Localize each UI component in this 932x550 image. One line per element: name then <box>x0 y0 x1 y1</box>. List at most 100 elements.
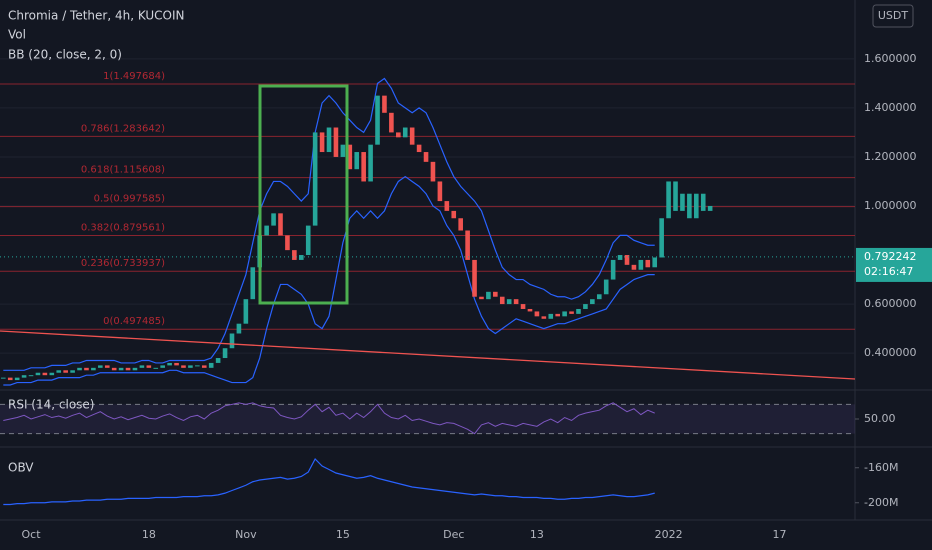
candle <box>638 259 644 270</box>
countdown-label: 02:16:47 <box>864 265 913 278</box>
candle <box>264 225 269 236</box>
candle <box>42 372 48 376</box>
candle <box>70 370 75 373</box>
candle <box>409 127 415 145</box>
candle <box>84 367 89 371</box>
currency-label[interactable]: USDT <box>878 9 909 22</box>
main-layer <box>0 77 855 506</box>
candle <box>610 259 616 280</box>
candle <box>562 311 567 317</box>
y-tick-label: 0.400000 <box>864 346 917 359</box>
projection-candle <box>707 205 713 211</box>
candle <box>569 311 574 314</box>
fib-label: 0.382(0.879561) <box>81 223 165 234</box>
y-tick-label: 1.600000 <box>864 52 917 65</box>
candle <box>195 365 200 367</box>
candle <box>576 308 581 314</box>
rsi-title: RSI (14, close) <box>8 398 94 412</box>
candle <box>451 210 457 219</box>
bb-upper <box>3 77 655 371</box>
candle <box>201 365 207 368</box>
candle <box>430 161 436 182</box>
candle <box>326 127 332 153</box>
candle <box>222 348 228 359</box>
y-tick-label: 1.400000 <box>864 101 917 114</box>
fib-label: 0.618(1.115608) <box>81 165 165 176</box>
candle <box>645 259 651 268</box>
projection-candle <box>700 193 706 211</box>
candle <box>153 367 159 369</box>
candle <box>590 299 595 305</box>
candle <box>271 213 276 226</box>
candle <box>236 323 242 334</box>
candle <box>167 362 172 366</box>
obv-line <box>3 457 655 506</box>
candle <box>583 304 588 309</box>
fib-label: 0.786(1.283642) <box>81 123 165 134</box>
candle <box>174 362 179 366</box>
candle <box>361 152 366 182</box>
projection-candle <box>652 257 658 259</box>
candle <box>188 365 193 368</box>
rsi-line <box>3 402 655 435</box>
rsi-tick-label: 50.00 <box>864 412 896 425</box>
projection-candle <box>694 193 699 219</box>
candle <box>278 213 283 236</box>
candle <box>375 95 380 145</box>
candle <box>21 375 27 378</box>
candle <box>534 311 540 317</box>
candle <box>111 367 117 371</box>
last-price-box <box>856 247 932 282</box>
candle <box>77 367 82 371</box>
x-tick-label: 13 <box>530 528 544 541</box>
last-price-label: 0.792242 <box>864 250 917 263</box>
candle <box>444 201 450 211</box>
candle <box>652 257 658 268</box>
candle <box>28 375 34 377</box>
fib-label: 0.236(0.733937) <box>81 258 165 269</box>
candle <box>472 259 477 297</box>
candle <box>319 132 325 153</box>
obv-title: OBV <box>8 461 34 475</box>
x-tick-label: 18 <box>142 528 156 541</box>
candle <box>631 264 637 270</box>
candle <box>35 372 41 376</box>
rsi-band <box>0 404 855 434</box>
candle <box>285 235 290 251</box>
candle <box>603 279 609 295</box>
candle <box>389 112 394 133</box>
candle <box>305 225 311 256</box>
projection-candle <box>673 181 678 211</box>
candle <box>368 144 373 182</box>
candle <box>181 365 186 368</box>
candle <box>493 291 498 297</box>
currency-button[interactable] <box>872 4 914 28</box>
chart-title: Chromia / Tether, 4h, KUCOIN <box>8 9 185 23</box>
candle <box>160 365 165 368</box>
fib-label: 0.5(0.997585) <box>94 194 166 205</box>
bb-lower <box>3 175 655 386</box>
candle <box>208 362 214 368</box>
candle <box>486 291 491 300</box>
candle <box>250 267 256 300</box>
candle <box>132 367 138 371</box>
y-tick-label: 1.000000 <box>864 199 917 212</box>
candle <box>1 377 6 379</box>
candle <box>125 367 131 371</box>
candle <box>98 365 103 368</box>
candle <box>382 95 387 113</box>
x-tick-label: Oct <box>22 528 42 541</box>
candle <box>548 313 554 319</box>
candle <box>541 316 547 319</box>
projection-candle <box>687 193 692 219</box>
candle <box>458 218 463 231</box>
trend-line <box>0 330 856 380</box>
y-tick-label: 1.200000 <box>864 150 917 163</box>
candle <box>596 294 602 300</box>
candle <box>49 372 55 376</box>
candle <box>118 367 124 371</box>
candle <box>292 250 297 260</box>
candle <box>333 127 339 157</box>
grid-layer: 1(1.497684) 0.786(1.283642) 0.618(1.115608… <box>0 58 855 435</box>
